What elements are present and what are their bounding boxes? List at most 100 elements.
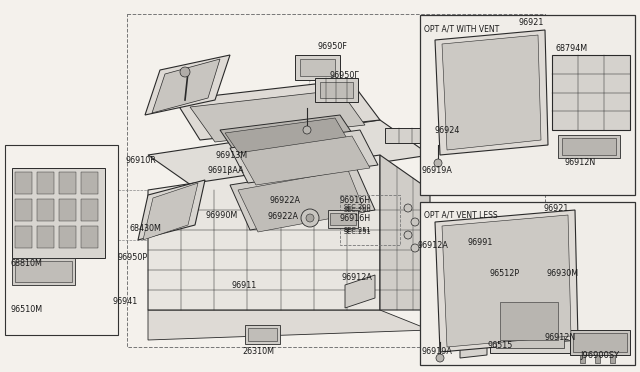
Text: 96515: 96515 — [488, 340, 513, 350]
Bar — [420, 202, 635, 365]
Polygon shape — [220, 115, 360, 160]
Bar — [12, 258, 75, 285]
Bar — [580, 355, 585, 363]
Bar — [552, 55, 630, 130]
Text: 96921: 96921 — [544, 203, 570, 212]
Polygon shape — [175, 80, 380, 140]
Text: 96912N: 96912N — [565, 157, 596, 167]
Bar — [15, 226, 32, 248]
Bar — [81, 226, 98, 248]
Bar — [12, 168, 105, 258]
Bar — [595, 355, 600, 363]
Polygon shape — [380, 155, 430, 310]
Bar — [328, 210, 358, 228]
Bar — [562, 138, 616, 155]
Text: 96950F: 96950F — [318, 42, 348, 51]
Polygon shape — [148, 310, 430, 340]
Text: SEC.251: SEC.251 — [344, 229, 372, 235]
Polygon shape — [442, 35, 541, 150]
Polygon shape — [455, 248, 480, 278]
Bar — [59, 172, 76, 194]
Text: 96912A: 96912A — [342, 273, 373, 282]
Bar — [37, 226, 54, 248]
Text: 96512P: 96512P — [490, 269, 520, 279]
Polygon shape — [460, 285, 487, 358]
Text: 96930M: 96930M — [547, 269, 579, 279]
Text: OPT A/T VENT LESS: OPT A/T VENT LESS — [424, 210, 498, 219]
Text: SEC.200: SEC.200 — [344, 204, 372, 210]
Circle shape — [404, 204, 412, 212]
Bar — [340, 195, 400, 245]
Text: 68794M: 68794M — [556, 44, 588, 52]
Bar — [455, 280, 620, 360]
Bar — [573, 333, 627, 352]
Text: 26310M: 26310M — [242, 347, 274, 356]
Circle shape — [411, 244, 419, 252]
Circle shape — [404, 231, 412, 239]
Polygon shape — [148, 155, 380, 310]
Text: 9691βAA: 9691βAA — [208, 166, 244, 174]
Bar — [610, 355, 615, 363]
Polygon shape — [152, 59, 220, 113]
Polygon shape — [138, 180, 205, 240]
Circle shape — [411, 218, 419, 226]
Text: 96910R: 96910R — [125, 155, 156, 164]
Text: OPT A/T WITH VENT: OPT A/T WITH VENT — [424, 24, 499, 33]
Bar — [315, 78, 358, 102]
Circle shape — [303, 126, 311, 134]
Circle shape — [301, 209, 319, 227]
Bar — [385, 128, 440, 143]
Circle shape — [306, 214, 314, 222]
Circle shape — [436, 354, 444, 362]
Circle shape — [434, 159, 442, 167]
Bar — [59, 199, 76, 221]
Polygon shape — [225, 118, 352, 162]
Bar — [5, 145, 118, 335]
Text: J96900SY: J96900SY — [581, 351, 620, 360]
Bar — [496, 298, 564, 348]
Polygon shape — [145, 55, 230, 115]
Text: 68810M: 68810M — [10, 259, 42, 267]
Bar — [15, 172, 32, 194]
Bar — [37, 199, 54, 221]
Bar — [570, 330, 630, 355]
Text: 96919A: 96919A — [422, 166, 453, 174]
Text: 96510M: 96510M — [10, 305, 42, 314]
Bar — [15, 261, 72, 282]
Polygon shape — [435, 210, 578, 352]
Polygon shape — [148, 120, 430, 190]
Text: 96916H: 96916H — [340, 196, 371, 205]
Polygon shape — [345, 275, 375, 308]
Text: 96921: 96921 — [519, 17, 545, 26]
Polygon shape — [143, 183, 198, 240]
Bar — [295, 55, 340, 80]
Bar — [558, 135, 620, 158]
Polygon shape — [238, 170, 365, 232]
Text: 96916H: 96916H — [340, 214, 371, 222]
Text: 96919A: 96919A — [422, 347, 453, 356]
Text: 96911: 96911 — [232, 280, 257, 289]
Polygon shape — [238, 136, 370, 185]
Text: 96941: 96941 — [112, 298, 137, 307]
Bar — [330, 213, 356, 225]
Polygon shape — [442, 215, 571, 347]
Bar — [300, 59, 335, 76]
Text: 96913M: 96913M — [215, 151, 247, 160]
Polygon shape — [435, 30, 548, 155]
Bar — [500, 302, 558, 340]
Bar — [127, 14, 545, 347]
Text: SEC.251: SEC.251 — [344, 227, 372, 233]
Text: 96924: 96924 — [435, 125, 460, 135]
Text: 68430M: 68430M — [130, 224, 162, 232]
Polygon shape — [230, 130, 378, 183]
Bar — [490, 293, 570, 353]
Bar — [81, 199, 98, 221]
Text: 96922A: 96922A — [268, 212, 299, 221]
Bar — [37, 172, 54, 194]
Bar — [15, 199, 32, 221]
Polygon shape — [230, 165, 375, 230]
Text: SEC.200: SEC.200 — [344, 207, 372, 213]
Bar — [81, 172, 98, 194]
Text: 96991: 96991 — [468, 237, 493, 247]
Text: 96912N: 96912N — [545, 334, 576, 343]
